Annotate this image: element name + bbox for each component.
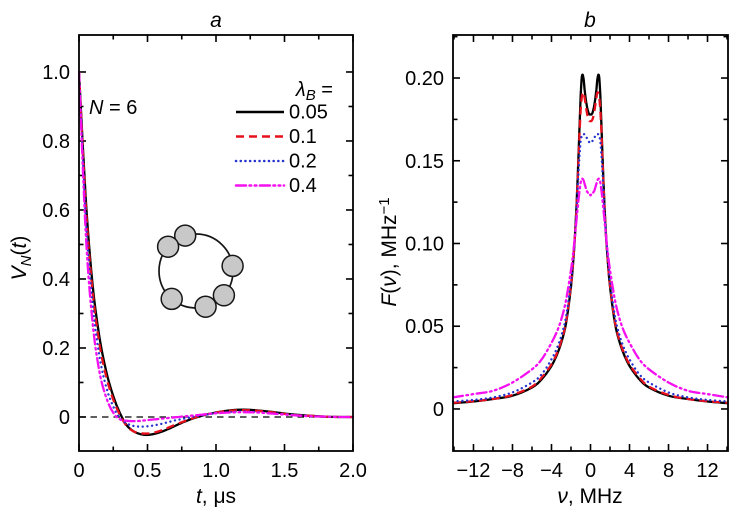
x-tick-label: 0	[585, 460, 596, 482]
curve-lambda-0.05	[452, 73, 729, 405]
curve-lambda-0.1	[78, 71, 353, 435]
panel-b: b −12 −8 −4 0 4 8 12 0 0.05 0.10 0.15 0.20 ν, MHz F…	[376, 9, 729, 508]
legend-title: λB =	[295, 79, 333, 104]
panel-b-ylabel: F(ν), MHz−1	[376, 197, 401, 306]
x-tick-label: 4	[624, 460, 635, 482]
x-tick-label: 1.5	[271, 460, 299, 482]
y-tick-label: 0.2	[42, 338, 70, 360]
curve-lambda-0.1	[452, 91, 729, 404]
spin-node	[212, 284, 236, 307]
curve-lambda-0.4	[78, 70, 354, 423]
panel-a-ticks: 0 0.5 1.0 1.5 2.000.20.40.60.81.0	[42, 35, 367, 482]
panel-a-annotation: N = 6	[89, 97, 137, 119]
y-tick-label: 0	[433, 399, 444, 421]
y-tick-label: 0	[59, 407, 70, 429]
x-tick-label: −8	[501, 460, 524, 482]
x-tick-label: 0.5	[134, 460, 162, 482]
y-tick-label: 0.10	[405, 233, 444, 255]
legend-label: 0.4	[289, 175, 317, 197]
panel-b-curves	[452, 73, 729, 405]
y-tick-label: 0.15	[405, 151, 444, 173]
curve-lambda-0.2	[452, 133, 729, 403]
spin-node	[156, 235, 180, 258]
x-tick-label: 2.0	[339, 460, 367, 482]
x-tick-label: −12	[457, 460, 491, 482]
y-tick-label: 0.4	[42, 269, 70, 291]
curve-lambda-0.2	[78, 70, 354, 428]
spin-ring-nodes	[156, 224, 244, 318]
y-tick-label: 0.20	[405, 68, 444, 90]
spin-node	[173, 224, 197, 247]
x-tick-label: 1.0	[202, 460, 230, 482]
x-tick-label: 8	[663, 460, 674, 482]
x-tick-label: 12	[696, 460, 718, 482]
legend-label: 0.1	[289, 126, 317, 148]
spin-ring-inset	[156, 224, 244, 318]
y-tick-label: 1.0	[42, 62, 70, 84]
y-tick-label: 0.6	[42, 200, 70, 222]
spin-node	[160, 287, 183, 311]
panel-a-curves	[78, 70, 354, 437]
panel-a-title: a	[210, 9, 222, 32]
legend-label: 0.05	[289, 102, 328, 124]
panel-a-ylabel: VN(t)	[8, 236, 35, 281]
panel-a: a 0 0.5 1.0 1.5 2.000.20.40.60.81.0 N = 6 t,…	[8, 9, 367, 508]
panel-a-xlabel: t, μs	[196, 485, 236, 508]
x-tick-label: −4	[540, 460, 563, 482]
legend-label: 0.2	[289, 151, 317, 173]
spin-node	[221, 254, 244, 278]
panel-b-frame	[452, 34, 729, 452]
x-tick-label: 0	[73, 460, 84, 482]
y-tick-label: 0.05	[405, 316, 444, 338]
panel-b-xlabel: ν, MHz	[557, 485, 622, 508]
curve-lambda-0.4	[452, 177, 729, 399]
legend: λB = 0.05 0.1 0.2 0.4	[234, 79, 333, 197]
y-tick-label: 0.8	[42, 131, 70, 153]
panel-b-title: b	[584, 9, 596, 32]
panel-a-frame	[78, 34, 354, 452]
spin-node	[194, 295, 217, 318]
